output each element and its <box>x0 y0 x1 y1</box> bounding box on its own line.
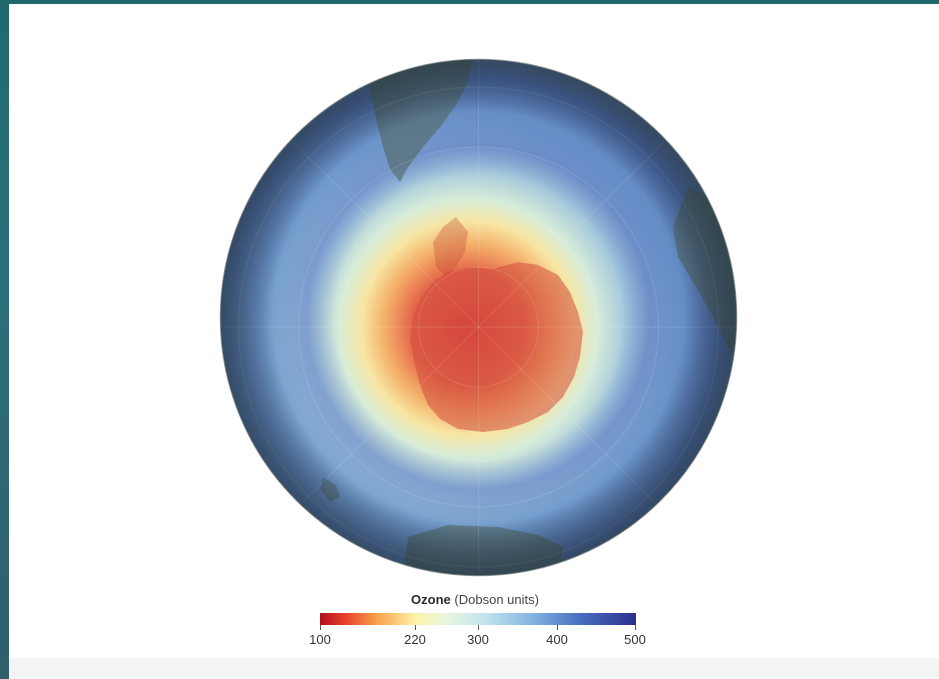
color-scale-bar <box>320 613 636 625</box>
legend-tick-label: 300 <box>467 632 489 647</box>
globe-outline <box>219 58 738 577</box>
bottom-strip <box>9 658 939 679</box>
ozone-globe-map <box>218 57 739 578</box>
legend-tick-label: 500 <box>624 632 646 647</box>
legend-tick <box>415 625 416 630</box>
legend-tick <box>478 625 479 630</box>
legend-title-label: Ozone <box>411 592 451 607</box>
legend-tick-label: 400 <box>546 632 568 647</box>
legend-tick-label: 100 <box>309 632 331 647</box>
globe-shading <box>220 59 737 576</box>
legend-unit-label: (Dobson units) <box>454 592 539 607</box>
ozone-legend: Ozone (Dobson units) 100 220 300 400 500 <box>300 592 650 656</box>
legend-title: Ozone (Dobson units) <box>300 592 650 608</box>
legend-tick <box>320 625 321 630</box>
globe-svg <box>219 58 738 577</box>
legend-tick <box>557 625 558 630</box>
legend-tick-label: 220 <box>404 632 426 647</box>
legend-tick <box>635 625 636 630</box>
